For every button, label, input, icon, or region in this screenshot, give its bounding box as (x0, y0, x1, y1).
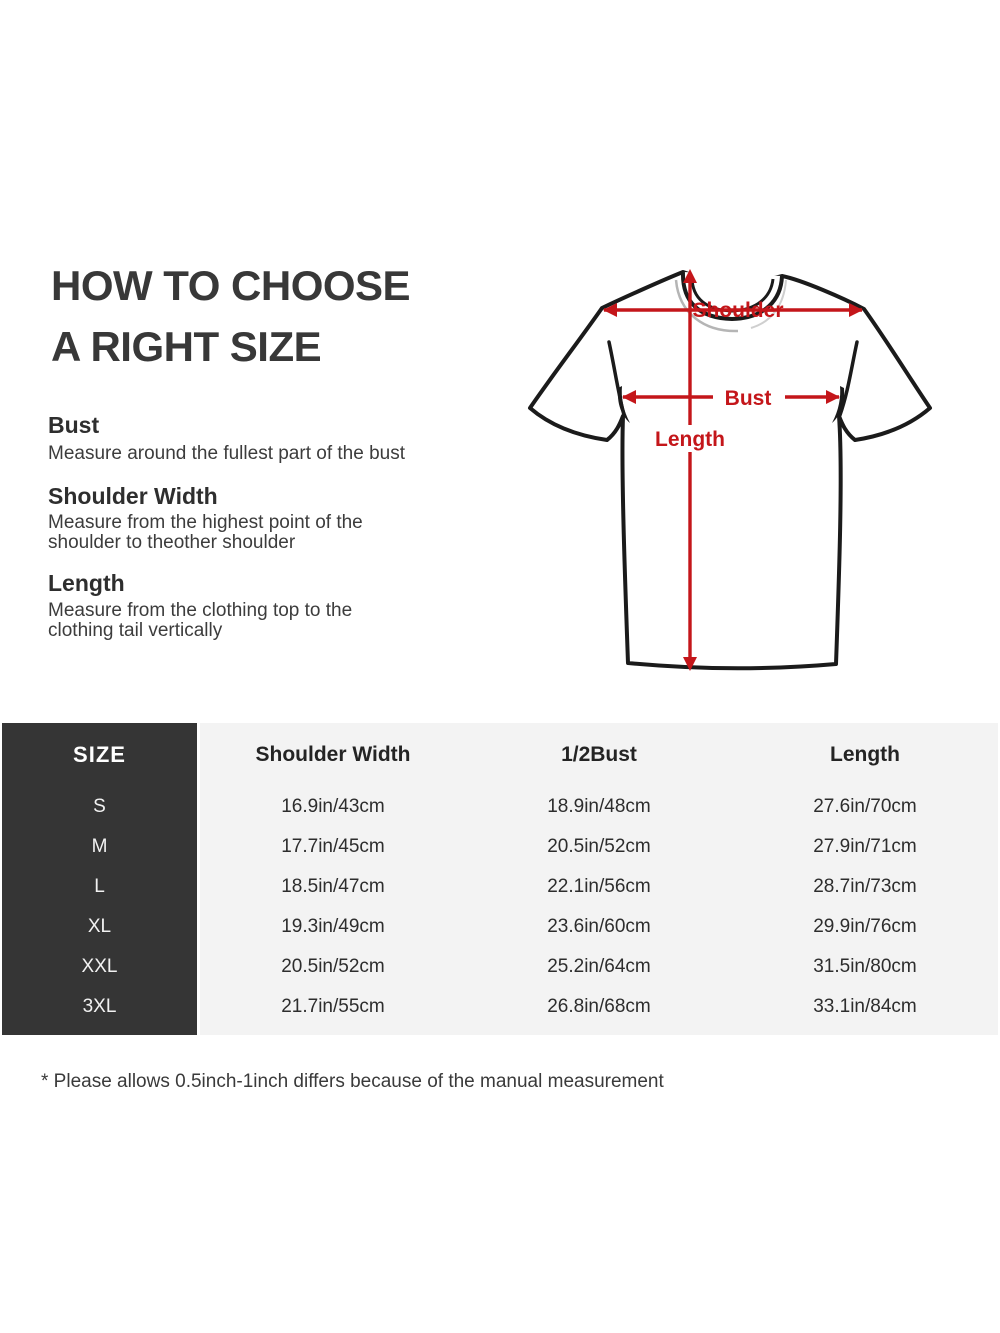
size-label: L (94, 876, 105, 897)
length-arrowhead-bottom (683, 657, 697, 671)
shoulder-width-value: 18.5in/47cm (281, 876, 385, 897)
right-sleeve-seam (838, 340, 859, 417)
bust-section-description: Measure around the fullest part of the b… (48, 444, 405, 464)
shoulder-width-value: 17.7in/45cm (281, 836, 385, 857)
collar-outer (680, 271, 784, 322)
measurement-disclaimer: * Please allows 0.5inch-1inch differs be… (41, 1071, 664, 1092)
page-title: HOW TO CHOOSE A RIGHT SIZE (51, 255, 411, 377)
bust-arrowhead-right (826, 390, 840, 404)
bust-label-background (713, 382, 785, 412)
table-row-s: S 16.9in/43cm 18.9in/48cm 27.6in/70cm (2, 787, 998, 827)
shoulder-arrowhead-left (603, 303, 617, 317)
shoulder-width-value: 19.3in/49cm (281, 916, 385, 937)
table-body-background (200, 723, 998, 1035)
half-bust-value: 18.9in/48cm (547, 796, 651, 817)
shoulder-description-line1: Measure from the highest point of the (48, 512, 363, 533)
column-header-length: Length (830, 743, 900, 766)
collar-shadow-left (674, 279, 739, 333)
half-bust-value: 25.2in/64cm (547, 956, 651, 977)
tshirt-diagram: Shoulder Bust Length (528, 269, 932, 671)
shoulder-width-value: 20.5in/52cm (281, 956, 385, 977)
bust-measure-label: Bust (725, 387, 772, 410)
size-column-background (2, 723, 197, 1035)
shoulder-width-value: 21.7in/55cm (281, 996, 385, 1017)
length-section-description: Measure from the clothing top to the clo… (48, 601, 352, 641)
length-value: 28.7in/73cm (813, 876, 917, 897)
size-label: XL (87, 916, 112, 937)
left-armpit-shadow (617, 386, 630, 423)
column-header-half-bust: 1/2Bust (561, 743, 637, 766)
half-bust-value: 23.6in/60cm (547, 916, 651, 937)
page-title-line2: A RIGHT SIZE (51, 323, 322, 370)
length-section-heading: Length (48, 570, 125, 596)
shoulder-arrowhead-right (849, 303, 863, 317)
bust-section-heading: Bust (48, 412, 100, 438)
half-bust-value: 22.1in/56cm (547, 876, 651, 897)
shoulder-width-section-description: Measure from the highest point of the sh… (48, 513, 363, 553)
length-value: 27.9in/71cm (813, 836, 917, 857)
size-label: 3XL (82, 996, 117, 1017)
page-title-line1: HOW TO CHOOSE (51, 262, 411, 309)
table-row-m: M 17.7in/45cm 20.5in/52cm 27.9in/71cm (2, 827, 998, 867)
length-value: 27.6in/70cm (813, 796, 917, 817)
length-value: 31.5in/80cm (813, 956, 917, 977)
length-label-background (652, 425, 728, 452)
table-row-xxl: XXL 20.5in/52cm 25.2in/64cm 31.5in/80cm (2, 947, 998, 987)
shoulder-width-value: 16.9in/43cm (281, 796, 385, 817)
bust-description-line1: Measure around the fullest part of the b… (48, 443, 405, 464)
column-header-shoulder-width: Shoulder Width (255, 743, 411, 766)
column-header-size: SIZE (73, 742, 126, 767)
table-row-3xl: 3XL 21.7in/55cm 26.8in/68cm 33.1in/84cm (2, 987, 998, 1027)
length-arrowhead-top (683, 269, 697, 283)
shoulder-measure-label: Shoulder (692, 299, 783, 322)
shoulder-width-section-heading: Shoulder Width (48, 483, 218, 509)
shoulder-description-line2: shoulder to theother shoulder (48, 532, 296, 553)
half-bust-value: 20.5in/52cm (547, 836, 651, 857)
size-label: XXL (81, 956, 118, 977)
size-label: S (93, 796, 106, 817)
right-armpit-shadow (832, 386, 845, 423)
length-value: 29.9in/76cm (813, 916, 917, 937)
length-description-line1: Measure from the clothing top to the (48, 600, 353, 621)
length-description-line2: clothing tail vertically (48, 620, 223, 641)
length-measure-label: Length (655, 428, 725, 451)
bust-arrowhead-left (622, 390, 636, 404)
table-row-xl: XL 19.3in/49cm 23.6in/60cm 29.9in/76cm (2, 907, 998, 947)
half-bust-value: 26.8in/68cm (547, 996, 651, 1017)
size-chart-table: SIZE Shoulder Width 1/2Bust Length S 16.… (2, 723, 998, 1035)
table-row-l: L 18.5in/47cm 22.1in/56cm 28.7in/73cm (2, 867, 998, 907)
size-label: M (91, 836, 108, 857)
table-header-row: SIZE Shoulder Width 1/2Bust Length (2, 723, 998, 787)
length-value: 33.1in/84cm (813, 996, 917, 1017)
tshirt-outline (528, 270, 932, 671)
